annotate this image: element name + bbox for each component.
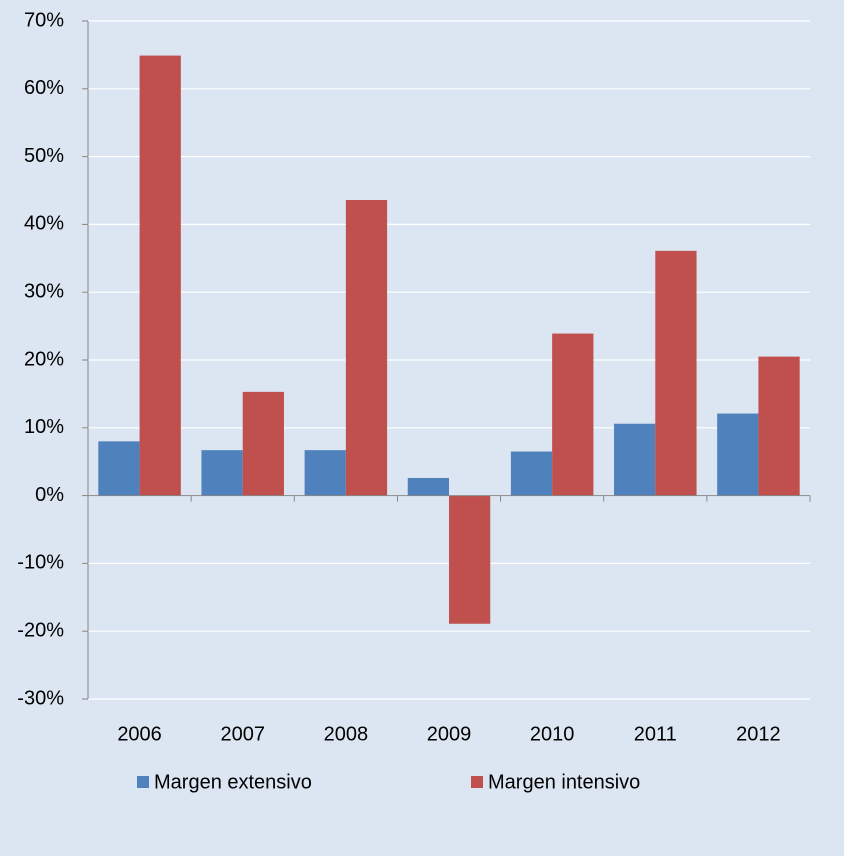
bar: [758, 356, 800, 496]
y-tick-label: 40%: [24, 213, 64, 235]
x-tick-label: 2010: [530, 723, 575, 745]
y-tick-label: 60%: [24, 77, 64, 99]
legend-swatch: [471, 776, 483, 788]
bar: [345, 199, 388, 496]
legend-swatch: [137, 776, 149, 788]
bar: [614, 423, 656, 496]
bar: [717, 413, 759, 496]
y-tick-label: 50%: [24, 145, 64, 167]
legend-label: Margen extensivo: [154, 771, 312, 793]
y-tick-label: -20%: [17, 619, 64, 641]
bar: [510, 451, 553, 496]
y-tick-label: 10%: [24, 416, 64, 438]
x-tick-label: 2006: [117, 723, 162, 745]
bar: [201, 450, 243, 496]
y-tick-label: 30%: [24, 280, 64, 302]
legend-label: Margen intensivo: [488, 771, 640, 793]
x-tick-label: 2007: [220, 723, 265, 745]
y-tick-label: -30%: [17, 687, 64, 709]
bar: [449, 495, 491, 624]
bar: [655, 250, 697, 496]
bar: [98, 441, 140, 496]
x-tick-label: 2009: [427, 723, 472, 745]
bar: [407, 477, 449, 496]
x-tick-label: 2008: [324, 723, 369, 745]
x-tick-label: 2011: [634, 723, 677, 745]
bar: [242, 391, 284, 496]
y-tick-label: 70%: [24, 9, 64, 31]
y-tick-label: -10%: [17, 552, 64, 574]
bar: [139, 55, 181, 496]
y-tick-label: 20%: [24, 348, 64, 370]
x-tick-label: 2012: [736, 723, 781, 745]
bar: [304, 450, 346, 496]
bar: [552, 333, 594, 496]
y-tick-label: 0%: [35, 484, 64, 506]
